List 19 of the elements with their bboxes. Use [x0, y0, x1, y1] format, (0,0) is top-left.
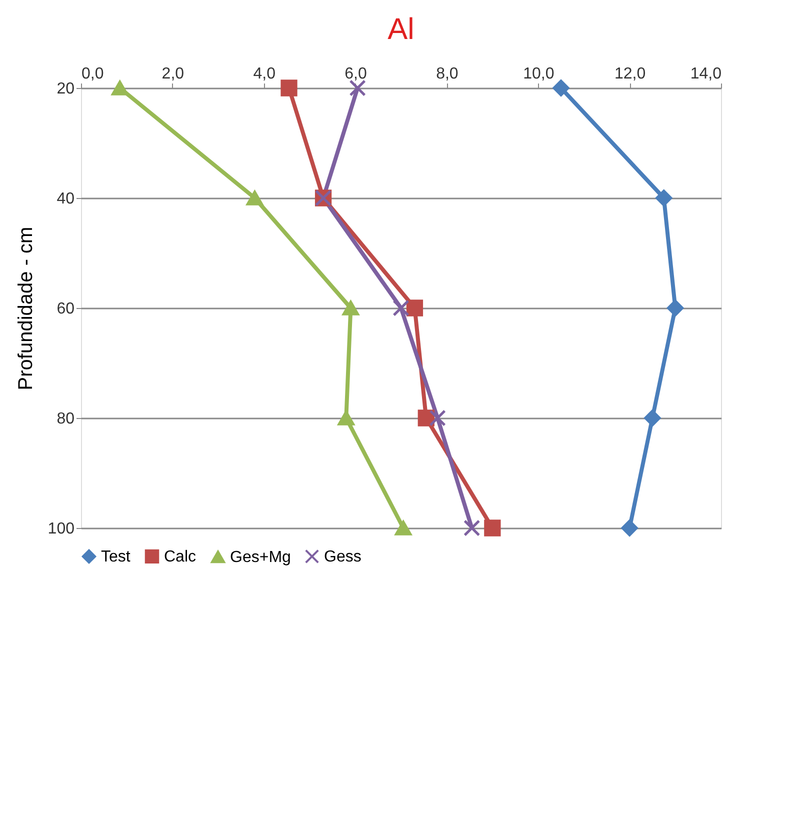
legend-label: Gess	[324, 548, 362, 566]
x-tick-label: 6,0	[344, 66, 368, 82]
x-tick-label: 14,0	[690, 66, 722, 82]
y-tick-label: 40	[56, 190, 75, 208]
x-tick-label: 2,0	[162, 66, 184, 82]
y-tick-label: 100	[48, 520, 75, 538]
x-tick-label: 4,0	[253, 66, 276, 82]
y-axis-title: Profundidade - cm	[14, 226, 37, 390]
y-tick-label: 60	[56, 300, 75, 318]
x-tick-label: 10,0	[523, 66, 554, 82]
chart-title: Al	[388, 13, 414, 46]
x-tick-label: 0,0	[82, 66, 104, 82]
legend-label: Test	[101, 548, 131, 566]
legend-label: Ges+Mg	[230, 548, 291, 566]
y-tick-label: 20	[56, 80, 75, 98]
x-tick-label: 8,0	[436, 66, 458, 82]
x-tick-label: 12,0	[614, 66, 646, 82]
legend-label: Calc	[164, 548, 196, 566]
y-tick-label: 80	[56, 410, 75, 428]
